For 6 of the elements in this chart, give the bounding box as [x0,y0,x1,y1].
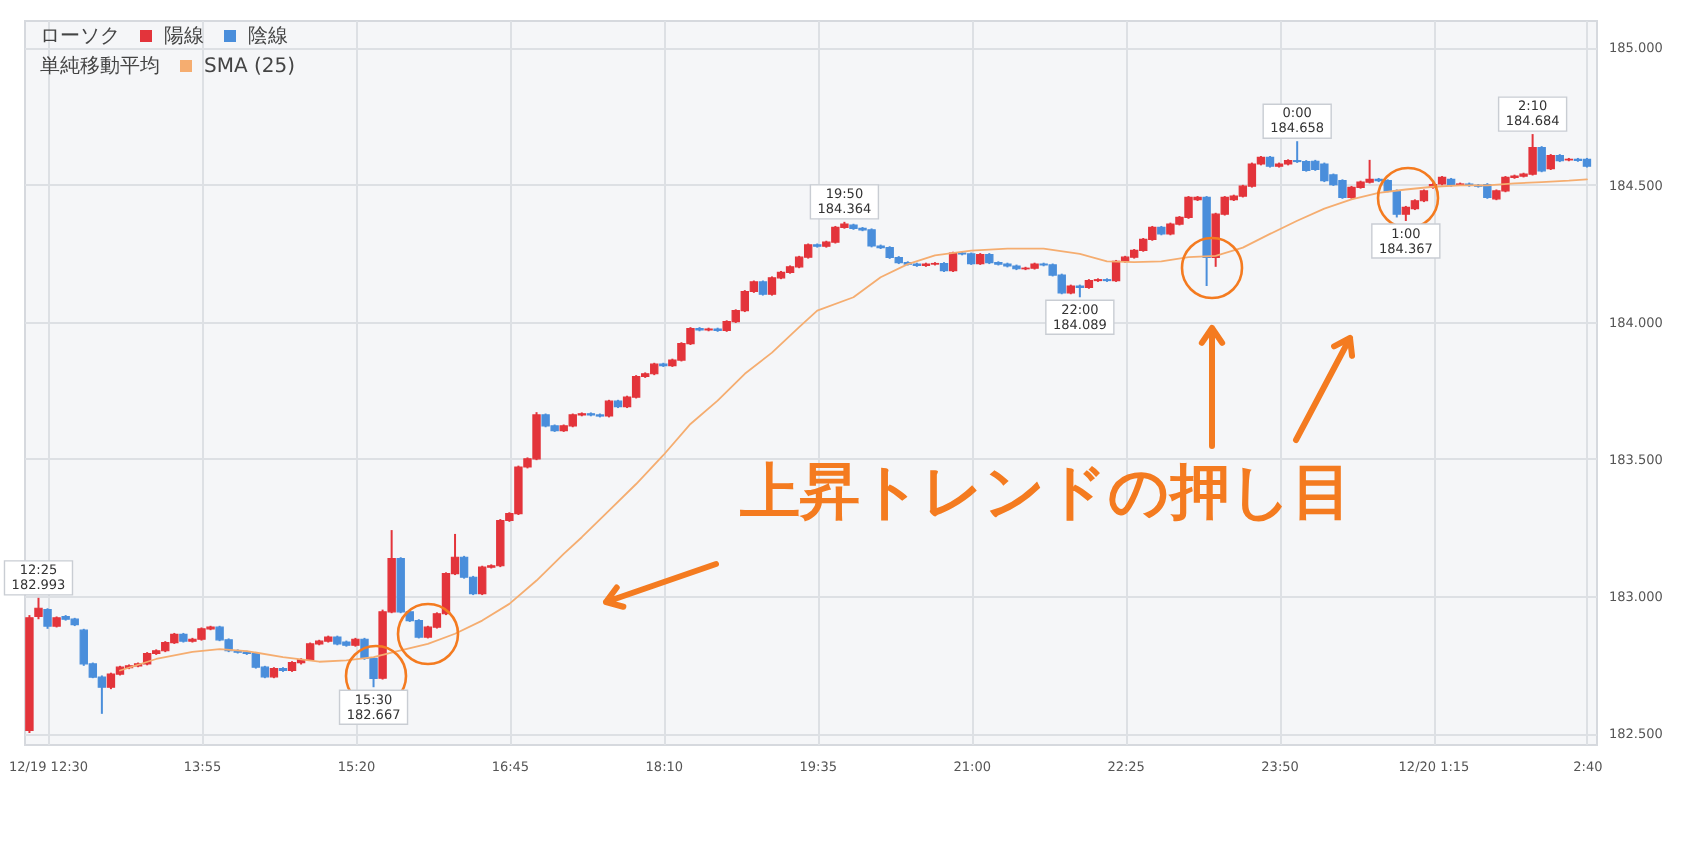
legend-label: 陰線 [248,24,288,48]
legend-label: 陽線 [164,26,204,48]
legend-label: SMA (25) [204,56,296,78]
annotation: 単純移動平均 [40,54,160,78]
legend-title: ローソク [40,26,120,48]
annotation: 上昇トレンドの押し目 [737,458,1352,529]
